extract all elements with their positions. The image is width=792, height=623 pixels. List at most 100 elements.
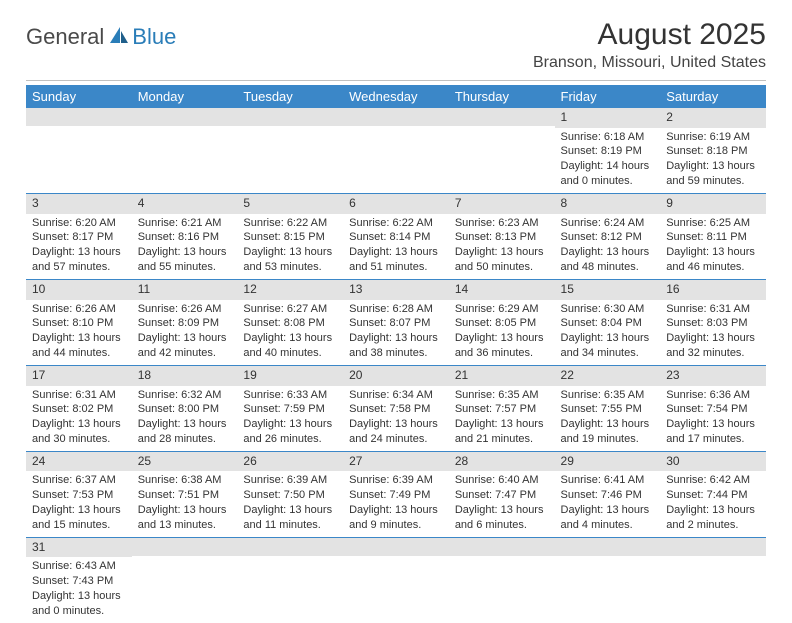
sunrise-text: Sunrise: 6:20 AM: [32, 216, 126, 231]
calendar-cell: 20Sunrise: 6:34 AMSunset: 7:58 PMDayligh…: [343, 365, 449, 451]
day-details: Sunrise: 6:38 AMSunset: 7:51 PMDaylight:…: [132, 471, 238, 536]
day-details: Sunrise: 6:37 AMSunset: 7:53 PMDaylight:…: [26, 471, 132, 536]
sunset-text: Sunset: 7:49 PM: [349, 488, 443, 503]
calendar-cell: [449, 537, 555, 622]
daylight-text: Daylight: 13 hours and 59 minutes.: [666, 159, 760, 189]
sunrise-text: Sunrise: 6:27 AM: [243, 302, 337, 317]
day-details: Sunrise: 6:26 AMSunset: 8:10 PMDaylight:…: [26, 300, 132, 365]
sunset-text: Sunset: 7:58 PM: [349, 402, 443, 417]
day-number: [132, 108, 238, 126]
daylight-text: Daylight: 13 hours and 21 minutes.: [455, 417, 549, 447]
calendar-cell: 28Sunrise: 6:40 AMSunset: 7:47 PMDayligh…: [449, 451, 555, 537]
day-details: Sunrise: 6:39 AMSunset: 7:49 PMDaylight:…: [343, 471, 449, 536]
day-details: Sunrise: 6:34 AMSunset: 7:58 PMDaylight:…: [343, 386, 449, 451]
sunrise-text: Sunrise: 6:43 AM: [32, 559, 126, 574]
calendar-cell: 27Sunrise: 6:39 AMSunset: 7:49 PMDayligh…: [343, 451, 449, 537]
daylight-text: Daylight: 13 hours and 19 minutes.: [561, 417, 655, 447]
day-details: Sunrise: 6:33 AMSunset: 7:59 PMDaylight:…: [237, 386, 343, 451]
day-number: 12: [237, 280, 343, 300]
day-number: 2: [660, 108, 766, 128]
day-details: Sunrise: 6:31 AMSunset: 8:03 PMDaylight:…: [660, 300, 766, 365]
calendar-row: 24Sunrise: 6:37 AMSunset: 7:53 PMDayligh…: [26, 451, 766, 537]
calendar-cell: [555, 537, 661, 622]
day-number: 3: [26, 194, 132, 214]
day-details: Sunrise: 6:29 AMSunset: 8:05 PMDaylight:…: [449, 300, 555, 365]
sunset-text: Sunset: 8:05 PM: [455, 316, 549, 331]
day-number: [449, 538, 555, 556]
daylight-text: Daylight: 13 hours and 44 minutes.: [32, 331, 126, 361]
sunset-text: Sunset: 8:14 PM: [349, 230, 443, 245]
day-details: Sunrise: 6:32 AMSunset: 8:00 PMDaylight:…: [132, 386, 238, 451]
calendar-cell: [237, 537, 343, 622]
sunrise-text: Sunrise: 6:32 AM: [138, 388, 232, 403]
sunrise-text: Sunrise: 6:26 AM: [138, 302, 232, 317]
day-details: Sunrise: 6:35 AMSunset: 7:55 PMDaylight:…: [555, 386, 661, 451]
calendar-cell: [343, 537, 449, 622]
sunrise-text: Sunrise: 6:31 AM: [32, 388, 126, 403]
sunset-text: Sunset: 8:03 PM: [666, 316, 760, 331]
day-details: Sunrise: 6:24 AMSunset: 8:12 PMDaylight:…: [555, 214, 661, 279]
sunset-text: Sunset: 8:00 PM: [138, 402, 232, 417]
calendar-cell: 15Sunrise: 6:30 AMSunset: 8:04 PMDayligh…: [555, 279, 661, 365]
sunset-text: Sunset: 7:54 PM: [666, 402, 760, 417]
calendar-cell: 16Sunrise: 6:31 AMSunset: 8:03 PMDayligh…: [660, 279, 766, 365]
calendar-cell: 18Sunrise: 6:32 AMSunset: 8:00 PMDayligh…: [132, 365, 238, 451]
calendar-row: 17Sunrise: 6:31 AMSunset: 8:02 PMDayligh…: [26, 365, 766, 451]
day-number: [132, 538, 238, 556]
sunset-text: Sunset: 8:02 PM: [32, 402, 126, 417]
calendar-cell: 24Sunrise: 6:37 AMSunset: 7:53 PMDayligh…: [26, 451, 132, 537]
day-number: 5: [237, 194, 343, 214]
daylight-text: Daylight: 13 hours and 51 minutes.: [349, 245, 443, 275]
day-details: Sunrise: 6:20 AMSunset: 8:17 PMDaylight:…: [26, 214, 132, 279]
sunrise-text: Sunrise: 6:40 AM: [455, 473, 549, 488]
calendar-cell: 14Sunrise: 6:29 AMSunset: 8:05 PMDayligh…: [449, 279, 555, 365]
daylight-text: Daylight: 13 hours and 40 minutes.: [243, 331, 337, 361]
daylight-text: Daylight: 13 hours and 50 minutes.: [455, 245, 549, 275]
sunrise-text: Sunrise: 6:30 AM: [561, 302, 655, 317]
calendar-cell: 4Sunrise: 6:21 AMSunset: 8:16 PMDaylight…: [132, 193, 238, 279]
sunrise-text: Sunrise: 6:38 AM: [138, 473, 232, 488]
day-number: [660, 538, 766, 556]
logo-text-dark: General: [26, 24, 104, 50]
sunset-text: Sunset: 8:19 PM: [561, 144, 655, 159]
day-details: Sunrise: 6:27 AMSunset: 8:08 PMDaylight:…: [237, 300, 343, 365]
calendar-cell: 1Sunrise: 6:18 AMSunset: 8:19 PMDaylight…: [555, 108, 661, 193]
daylight-text: Daylight: 13 hours and 48 minutes.: [561, 245, 655, 275]
sunset-text: Sunset: 8:04 PM: [561, 316, 655, 331]
calendar-cell: 17Sunrise: 6:31 AMSunset: 8:02 PMDayligh…: [26, 365, 132, 451]
calendar-cell: 25Sunrise: 6:38 AMSunset: 7:51 PMDayligh…: [132, 451, 238, 537]
sunset-text: Sunset: 7:44 PM: [666, 488, 760, 503]
sunset-text: Sunset: 8:17 PM: [32, 230, 126, 245]
daylight-text: Daylight: 13 hours and 17 minutes.: [666, 417, 760, 447]
day-number: 31: [26, 538, 132, 558]
calendar-cell: 2Sunrise: 6:19 AMSunset: 8:18 PMDaylight…: [660, 108, 766, 193]
day-details: Sunrise: 6:31 AMSunset: 8:02 PMDaylight:…: [26, 386, 132, 451]
day-details: Sunrise: 6:28 AMSunset: 8:07 PMDaylight:…: [343, 300, 449, 365]
page-title: August 2025: [533, 18, 766, 52]
calendar-cell: 23Sunrise: 6:36 AMSunset: 7:54 PMDayligh…: [660, 365, 766, 451]
daylight-text: Daylight: 13 hours and 55 minutes.: [138, 245, 232, 275]
day-number: 6: [343, 194, 449, 214]
day-header: Saturday: [660, 85, 766, 108]
sunset-text: Sunset: 8:10 PM: [32, 316, 126, 331]
sunset-text: Sunset: 8:08 PM: [243, 316, 337, 331]
sunrise-text: Sunrise: 6:39 AM: [243, 473, 337, 488]
title-block: August 2025 Branson, Missouri, United St…: [533, 18, 766, 72]
sunrise-text: Sunrise: 6:42 AM: [666, 473, 760, 488]
sunrise-text: Sunrise: 6:22 AM: [349, 216, 443, 231]
calendar-table: Sunday Monday Tuesday Wednesday Thursday…: [26, 85, 766, 623]
day-number: 14: [449, 280, 555, 300]
day-details: Sunrise: 6:42 AMSunset: 7:44 PMDaylight:…: [660, 471, 766, 536]
sunset-text: Sunset: 8:15 PM: [243, 230, 337, 245]
sunset-text: Sunset: 8:12 PM: [561, 230, 655, 245]
day-number: 7: [449, 194, 555, 214]
day-number: [449, 108, 555, 126]
sunrise-text: Sunrise: 6:36 AM: [666, 388, 760, 403]
day-number: 27: [343, 452, 449, 472]
daylight-text: Daylight: 13 hours and 34 minutes.: [561, 331, 655, 361]
sunset-text: Sunset: 8:13 PM: [455, 230, 549, 245]
sunset-text: Sunset: 7:53 PM: [32, 488, 126, 503]
daylight-text: Daylight: 13 hours and 4 minutes.: [561, 503, 655, 533]
sunrise-text: Sunrise: 6:23 AM: [455, 216, 549, 231]
calendar-cell: 13Sunrise: 6:28 AMSunset: 8:07 PMDayligh…: [343, 279, 449, 365]
